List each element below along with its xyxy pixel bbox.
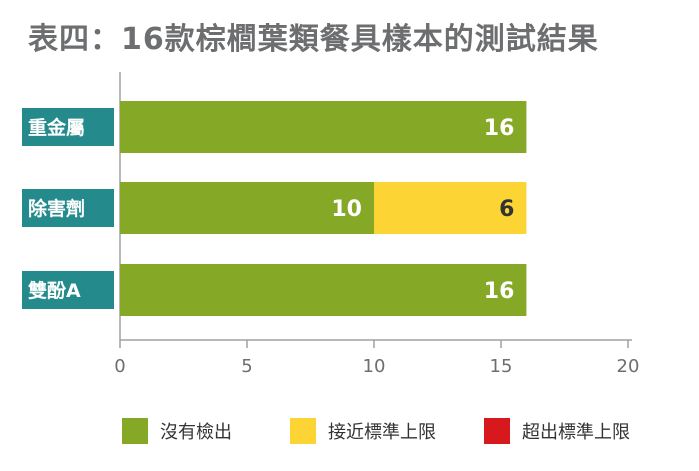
bar-data-label: 6 xyxy=(499,197,514,222)
bar-data-label: 16 xyxy=(484,279,515,304)
category-label: 重金屬 xyxy=(28,116,85,139)
x-tick-label: 20 xyxy=(617,356,640,377)
chart-title: 表四：16款棕櫚葉類餐具樣本的測試結果 xyxy=(28,22,599,57)
bar-segment xyxy=(374,182,527,234)
legend-label: 接近標準上限 xyxy=(328,422,436,443)
bar-segment xyxy=(120,101,527,153)
legend-label: 沒有檢出 xyxy=(160,422,232,443)
bar-segment xyxy=(120,182,374,234)
bar-segment xyxy=(120,264,527,316)
legend-swatch xyxy=(290,418,316,444)
legend-swatch xyxy=(484,418,510,444)
category-label: 除害劑 xyxy=(28,197,85,220)
category-label-box xyxy=(22,108,114,146)
x-tick-label: 15 xyxy=(490,356,513,377)
bar-data-label: 10 xyxy=(331,197,362,222)
x-tick-label: 0 xyxy=(114,356,125,377)
bar-data-label: 16 xyxy=(484,116,515,141)
x-tick-label: 5 xyxy=(241,356,252,377)
category-label: 雙酚A xyxy=(28,279,81,302)
category-label-box xyxy=(22,271,114,309)
legend-swatch xyxy=(122,418,148,444)
x-tick-label: 10 xyxy=(363,356,386,377)
legend-label: 超出標準上限 xyxy=(522,422,630,443)
category-label-box xyxy=(22,189,114,227)
